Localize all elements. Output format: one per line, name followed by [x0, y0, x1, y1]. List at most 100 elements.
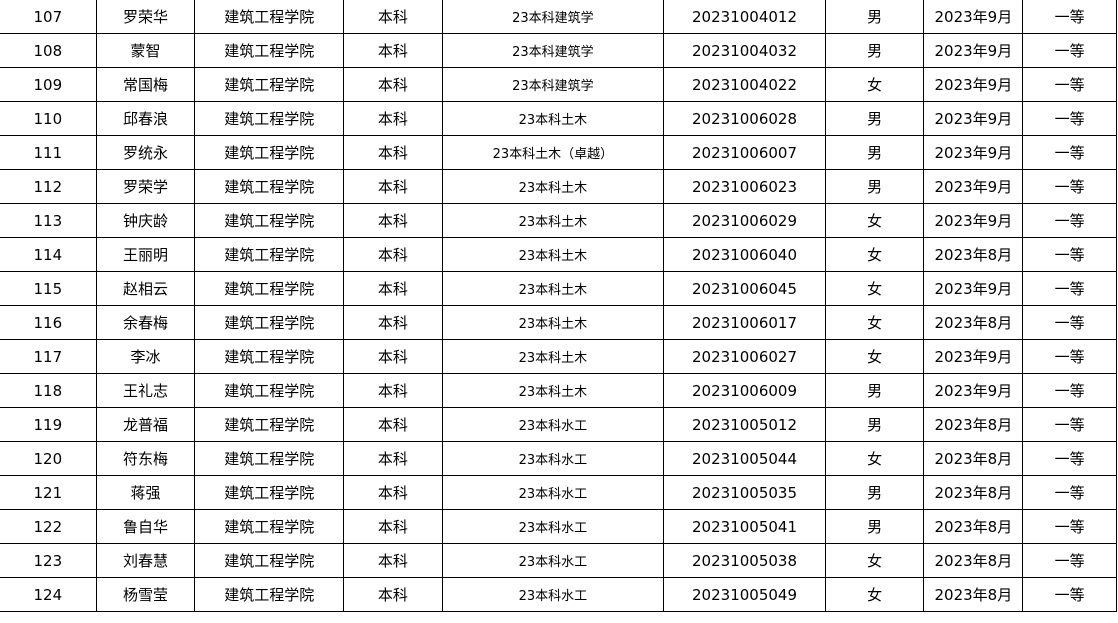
cell-date[interactable]: 2023年8月 [923, 237, 1024, 272]
cell-grade[interactable]: 一等 [1022, 135, 1117, 170]
cell-gender[interactable]: 男 [824, 509, 925, 544]
cell-date[interactable]: 2023年9月 [923, 67, 1024, 102]
cell-name[interactable]: 蒋强 [95, 475, 196, 510]
cell-gender[interactable]: 女 [824, 203, 925, 238]
cell-gender[interactable]: 男 [824, 169, 925, 204]
cell-name[interactable]: 罗统永 [95, 135, 196, 170]
cell-gender[interactable]: 男 [824, 101, 925, 136]
cell-index[interactable]: 118 [0, 373, 97, 408]
cell-student-id[interactable]: 20231004032 [663, 33, 826, 68]
cell-name[interactable]: 罗荣华 [95, 0, 196, 34]
cell-gender[interactable]: 女 [824, 441, 925, 476]
cell-gender[interactable]: 女 [824, 271, 925, 306]
cell-gender[interactable]: 男 [824, 475, 925, 510]
cell-index[interactable]: 119 [0, 407, 97, 442]
cell-index[interactable]: 113 [0, 203, 97, 238]
cell-college[interactable]: 建筑工程学院 [194, 33, 345, 68]
cell-college[interactable]: 建筑工程学院 [194, 271, 345, 306]
cell-grade[interactable]: 一等 [1022, 305, 1117, 340]
cell-grade[interactable]: 一等 [1022, 0, 1117, 34]
cell-gender[interactable]: 女 [824, 67, 925, 102]
cell-student-id[interactable]: 20231005049 [663, 577, 826, 612]
cell-grade[interactable]: 一等 [1022, 339, 1117, 374]
cell-date[interactable]: 2023年8月 [923, 577, 1024, 612]
cell-date[interactable]: 2023年9月 [923, 101, 1024, 136]
cell-date[interactable]: 2023年9月 [923, 33, 1024, 68]
cell-college[interactable]: 建筑工程学院 [194, 67, 345, 102]
cell-grade[interactable]: 一等 [1022, 271, 1117, 306]
cell-grade[interactable]: 一等 [1022, 475, 1117, 510]
cell-date[interactable]: 2023年9月 [923, 169, 1024, 204]
cell-major[interactable]: 23本科建筑学 [441, 0, 665, 34]
cell-name[interactable]: 刘春慧 [95, 543, 196, 578]
cell-name[interactable]: 蒙智 [95, 33, 196, 68]
cell-gender[interactable]: 女 [824, 305, 925, 340]
cell-level[interactable]: 本科 [343, 271, 443, 306]
cell-level[interactable]: 本科 [343, 407, 443, 442]
cell-gender[interactable]: 女 [824, 339, 925, 374]
cell-name[interactable]: 常国梅 [95, 67, 196, 102]
cell-date[interactable]: 2023年8月 [923, 407, 1024, 442]
cell-major[interactable]: 23本科水工 [441, 543, 665, 578]
cell-grade[interactable]: 一等 [1022, 373, 1117, 408]
cell-grade[interactable]: 一等 [1022, 33, 1117, 68]
cell-gender[interactable]: 男 [824, 0, 925, 34]
cell-date[interactable]: 2023年8月 [923, 305, 1024, 340]
cell-college[interactable]: 建筑工程学院 [194, 101, 345, 136]
cell-major[interactable]: 23本科土木 [441, 271, 665, 306]
cell-date[interactable]: 2023年9月 [923, 135, 1024, 170]
cell-level[interactable]: 本科 [343, 203, 443, 238]
cell-index[interactable]: 122 [0, 509, 97, 544]
cell-date[interactable]: 2023年9月 [923, 0, 1024, 34]
cell-level[interactable]: 本科 [343, 305, 443, 340]
cell-student-id[interactable]: 20231006009 [663, 373, 826, 408]
cell-major[interactable]: 23本科建筑学 [441, 67, 665, 102]
cell-grade[interactable]: 一等 [1022, 169, 1117, 204]
cell-college[interactable]: 建筑工程学院 [194, 305, 345, 340]
cell-major[interactable]: 23本科土木 [441, 203, 665, 238]
cell-college[interactable]: 建筑工程学院 [194, 475, 345, 510]
cell-level[interactable]: 本科 [343, 101, 443, 136]
cell-index[interactable]: 109 [0, 67, 97, 102]
cell-grade[interactable]: 一等 [1022, 203, 1117, 238]
cell-index[interactable]: 124 [0, 577, 97, 612]
cell-college[interactable]: 建筑工程学院 [194, 407, 345, 442]
cell-student-id[interactable]: 20231005044 [663, 441, 826, 476]
cell-major[interactable]: 23本科土木 [441, 373, 665, 408]
cell-college[interactable]: 建筑工程学院 [194, 237, 345, 272]
cell-major[interactable]: 23本科水工 [441, 509, 665, 544]
cell-grade[interactable]: 一等 [1022, 67, 1117, 102]
cell-level[interactable]: 本科 [343, 543, 443, 578]
cell-date[interactable]: 2023年8月 [923, 475, 1024, 510]
cell-name[interactable]: 钟庆龄 [95, 203, 196, 238]
cell-name[interactable]: 符东梅 [95, 441, 196, 476]
cell-grade[interactable]: 一等 [1022, 543, 1117, 578]
cell-index[interactable]: 115 [0, 271, 97, 306]
cell-level[interactable]: 本科 [343, 475, 443, 510]
cell-level[interactable]: 本科 [343, 577, 443, 612]
cell-level[interactable]: 本科 [343, 33, 443, 68]
cell-gender[interactable]: 男 [824, 135, 925, 170]
cell-student-id[interactable]: 20231005041 [663, 509, 826, 544]
cell-student-id[interactable]: 20231004012 [663, 0, 826, 34]
cell-student-id[interactable]: 20231006027 [663, 339, 826, 374]
cell-college[interactable]: 建筑工程学院 [194, 577, 345, 612]
cell-major[interactable]: 23本科水工 [441, 577, 665, 612]
cell-index[interactable]: 111 [0, 135, 97, 170]
cell-index[interactable]: 112 [0, 169, 97, 204]
cell-college[interactable]: 建筑工程学院 [194, 543, 345, 578]
cell-student-id[interactable]: 20231004022 [663, 67, 826, 102]
cell-major[interactable]: 23本科土木 [441, 339, 665, 374]
cell-grade[interactable]: 一等 [1022, 509, 1117, 544]
cell-student-id[interactable]: 20231006028 [663, 101, 826, 136]
cell-major[interactable]: 23本科土木 [441, 305, 665, 340]
cell-gender[interactable]: 男 [824, 373, 925, 408]
cell-student-id[interactable]: 20231006023 [663, 169, 826, 204]
cell-date[interactable]: 2023年8月 [923, 509, 1024, 544]
cell-major[interactable]: 23本科水工 [441, 441, 665, 476]
cell-major[interactable]: 23本科建筑学 [441, 33, 665, 68]
cell-college[interactable]: 建筑工程学院 [194, 373, 345, 408]
cell-level[interactable]: 本科 [343, 135, 443, 170]
cell-index[interactable]: 110 [0, 101, 97, 136]
cell-gender[interactable]: 女 [824, 237, 925, 272]
